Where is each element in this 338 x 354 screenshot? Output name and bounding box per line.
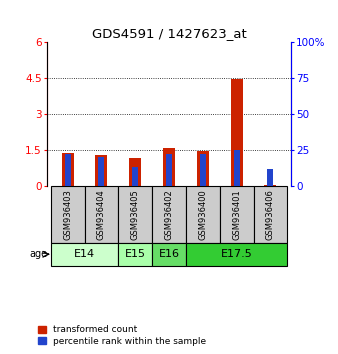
Text: GSM936400: GSM936400: [198, 189, 207, 240]
Bar: [152, 243, 186, 266]
Text: GSM936405: GSM936405: [131, 189, 140, 240]
Bar: [118, 243, 152, 266]
Text: E14: E14: [74, 249, 95, 259]
Legend: transformed count, percentile rank within the sample: transformed count, percentile rank withi…: [38, 325, 206, 346]
Bar: [96, 155, 107, 186]
Bar: [65, 154, 71, 186]
Text: GDS4591 / 1427623_at: GDS4591 / 1427623_at: [92, 27, 246, 40]
Bar: [62, 153, 74, 186]
Bar: [152, 186, 186, 243]
Bar: [267, 169, 273, 186]
Text: age: age: [30, 249, 48, 259]
Text: GSM936402: GSM936402: [165, 189, 173, 240]
Bar: [186, 186, 220, 243]
Bar: [234, 150, 240, 186]
Bar: [264, 184, 276, 186]
Bar: [254, 186, 287, 243]
Text: GSM936403: GSM936403: [63, 189, 72, 240]
Bar: [231, 80, 243, 186]
Bar: [200, 154, 206, 186]
Text: GSM936404: GSM936404: [97, 189, 106, 240]
Bar: [118, 186, 152, 243]
Bar: [186, 243, 287, 266]
Text: E15: E15: [125, 249, 146, 259]
Bar: [51, 186, 84, 243]
Text: E17.5: E17.5: [221, 249, 252, 259]
Bar: [163, 148, 175, 186]
Bar: [129, 158, 141, 186]
Bar: [197, 151, 209, 186]
Text: GSM936401: GSM936401: [232, 189, 241, 240]
Bar: [220, 186, 254, 243]
Bar: [166, 154, 172, 186]
Text: GSM936406: GSM936406: [266, 189, 275, 240]
Bar: [51, 243, 118, 266]
Bar: [84, 186, 118, 243]
Text: E16: E16: [159, 249, 179, 259]
Bar: [98, 157, 104, 186]
Bar: [132, 167, 138, 186]
